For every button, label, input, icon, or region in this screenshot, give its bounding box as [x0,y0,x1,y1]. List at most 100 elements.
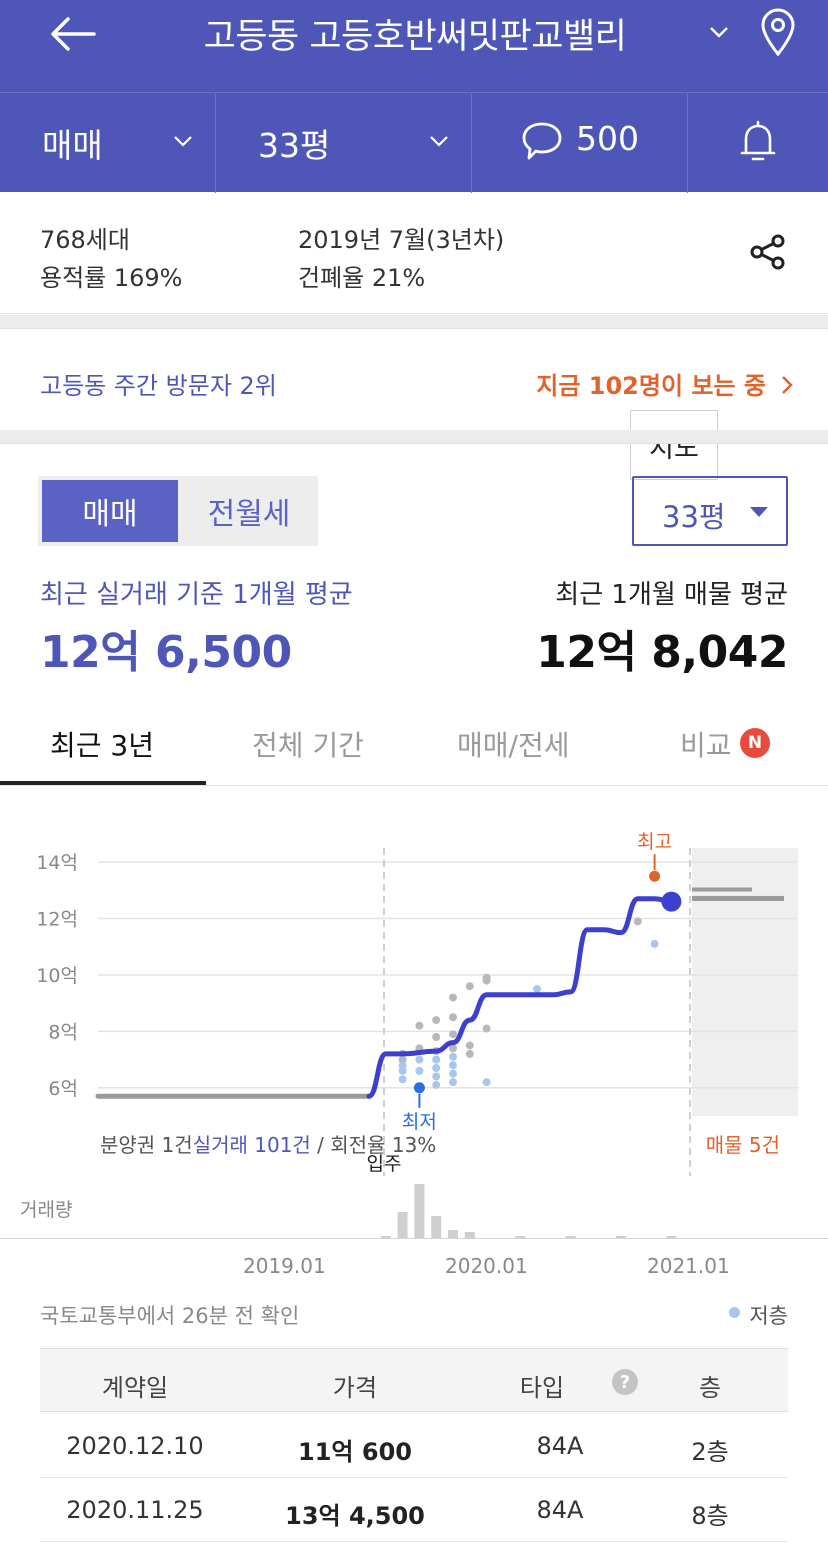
table-header: 계약일 가격 타입 ? 층 [40,1348,788,1412]
price-trend-line [366,896,674,1099]
help-icon[interactable]: ? [612,1369,638,1395]
trade-dot [398,1055,407,1064]
location-pin-icon[interactable] [760,8,796,56]
trade-dot [449,1030,457,1039]
tab-recent-3y[interactable]: 최근 3년 [50,729,154,762]
chevron-down-icon[interactable] [706,20,732,44]
volume-bar [666,1236,677,1238]
tab-all-period[interactable]: 전체 기간 [252,729,364,762]
row-type: 84A [536,1496,584,1524]
area-selector[interactable]: 33평 [216,93,472,193]
caret-down-icon [750,507,768,517]
area-label: 33평 [258,126,331,165]
y-tick-label: 8억 [48,1021,78,1043]
row-price: 13억 4,500 [285,1502,425,1530]
volume-bar [448,1230,458,1238]
trade-dot [650,939,659,948]
active-tab-indicator [0,781,206,785]
row-date: 2020.12.10 [66,1432,204,1460]
volume-bar [515,1236,526,1238]
trade-count[interactable]: 실거래 101건 [193,1133,311,1157]
trade-dot [449,1013,457,1022]
trade-dot [449,1078,457,1087]
chart-summary: 분양권 1건실거래 101건 / 회전율 13% [100,1133,436,1157]
visitor-banner[interactable]: 고등동 주간 방문자 2위 지금 102명이 보는 중 [0,330,828,430]
filter-bar: 매매 33평 500 [0,92,828,193]
trade-type-selector[interactable]: 매매 [0,93,216,193]
trade-avg-value: 12억 6,500 [40,627,292,678]
toggle-rent[interactable]: 전월세 [207,497,291,532]
y-tick-label: 12억 [36,909,78,931]
back-arrow-icon[interactable] [48,14,98,54]
speech-bubble-icon [522,122,562,160]
listing-zone [692,848,798,1116]
trade-avg-label: 최근 실거래 기준 1개월 평균 [40,580,353,610]
trade-dot [465,1049,474,1058]
trade-dot [432,1055,441,1064]
volume-bar [565,1236,576,1238]
chevron-down-icon [174,136,192,147]
trade-dot [432,1072,441,1081]
complex-title[interactable]: 고등동 고등호반써밋판교밸리 [203,17,627,57]
turnover-rate: / 회전율 13% [311,1133,436,1157]
listing-avg-value: 12억 8,042 [536,627,788,678]
chart-baseline [0,1238,828,1239]
comments-button[interactable]: 500 [472,93,688,193]
size-select[interactable]: 33평 [632,476,788,546]
x-tick-label: 2019.01 [243,1254,326,1278]
share-icon[interactable] [748,232,788,272]
trade-dot [449,1069,457,1078]
trade-toggle: 매매 전월세 [38,476,318,546]
volume-bar [414,1184,425,1238]
row-date: 2020.11.25 [66,1496,204,1524]
trade-dot [482,1078,491,1087]
y-tick-label: 6억 [48,1078,78,1100]
header-floor: 층 [698,1374,722,1402]
complex-info: 768세대 용적률 169% 2019년 7월(3년차) 건폐율 21% 지도 [0,192,828,480]
trade-dot [415,1055,424,1064]
header-date: 계약일 [101,1374,169,1402]
completion-date: 2019년 7월(3년차) [298,226,505,254]
high-label: 최고 [637,831,672,853]
table-row[interactable]: 2020.11.25 13억 4,500 84A 8층 [40,1478,788,1542]
trade-dot [449,993,457,1002]
listings-count[interactable]: 매물 5건 [706,1133,780,1157]
listing-range-bar [692,895,784,901]
trade-dot [398,1075,407,1084]
row-floor: 8층 [691,1502,729,1530]
tab-sale-jeonse[interactable]: 매매/전세 [457,729,570,762]
chevron-right-icon [782,376,793,394]
trade-dot [449,1061,457,1070]
tab-compare[interactable]: 비교 [680,729,732,762]
trade-dot [465,982,474,991]
table-row[interactable]: 2020.12.10 11억 600 84A 2층 [40,1414,788,1478]
toggle-sale[interactable]: 매매 [42,480,178,542]
volume-bar [431,1216,442,1238]
y-tick-label: 10억 [36,965,78,987]
high-point [649,870,661,882]
header-price: 가격 [332,1374,378,1402]
volume-bar [616,1236,626,1238]
trade-dot [415,1066,424,1075]
row-floor: 2층 [691,1438,729,1466]
bell-icon [740,120,776,161]
trade-dot [398,1061,407,1070]
volume-bar [380,1236,391,1238]
low-floor-legend: 저층 [749,1304,788,1328]
trade-dot [432,1080,441,1089]
volume-label: 거래량 [20,1199,72,1221]
price-chart[interactable]: 14억 12억 10억 8억 6억 최고 최저 거래량 입주 분양권 1건실거래 101건… [0,800,828,1240]
header-type: 타입 [519,1374,565,1402]
size-select-value: 33평 [662,500,726,534]
notification-button[interactable] [688,93,828,193]
current-price-point [661,891,682,912]
chevron-down-icon [430,136,448,147]
section-divider [0,315,828,329]
trade-dot [482,1024,491,1033]
trade-dot [398,1066,407,1075]
visitor-rank: 고등동 주간 방문자 2위 [40,372,277,400]
listing-avg-label: 최근 1개월 매물 평균 [555,580,788,610]
trade-dot [449,1052,457,1061]
row-price: 11억 600 [298,1438,412,1466]
